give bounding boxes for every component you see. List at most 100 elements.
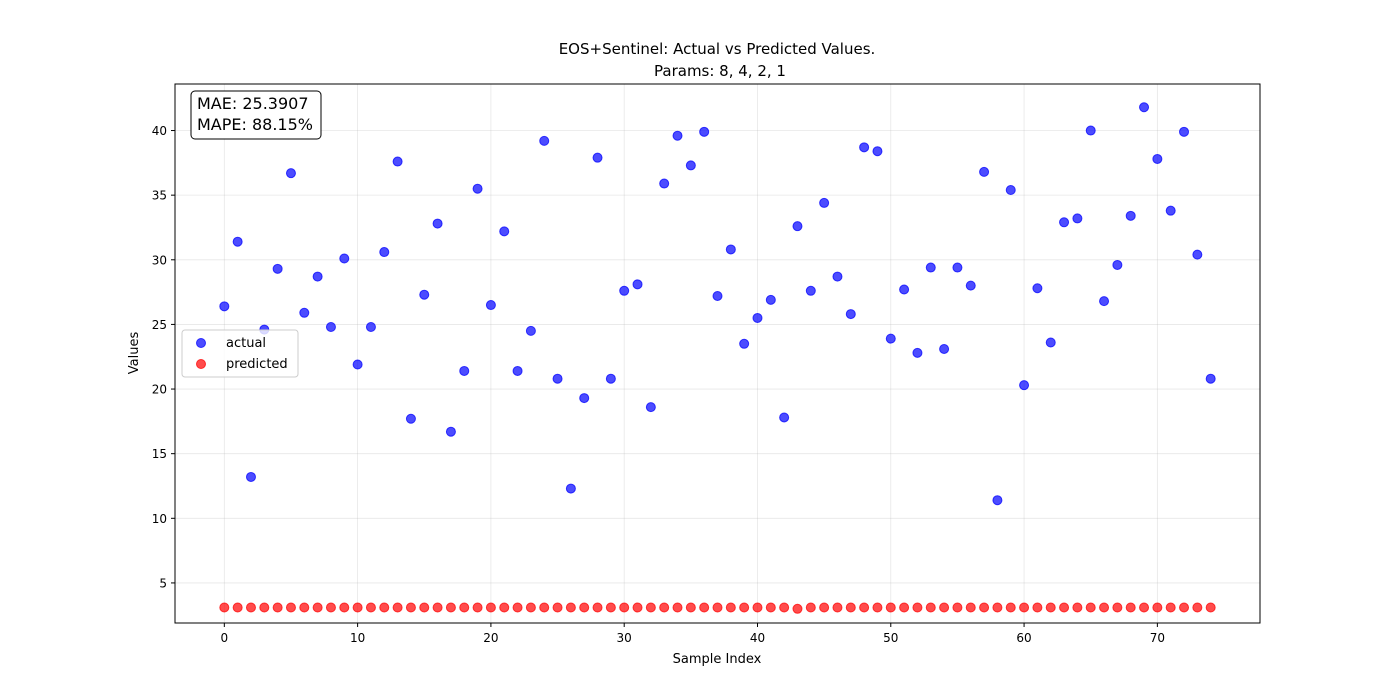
predicted-point [605, 602, 616, 613]
predicted-point [859, 602, 870, 613]
predicted-point [1032, 602, 1043, 613]
actual-point [765, 294, 776, 305]
actual-point [339, 253, 350, 264]
actual-point [712, 290, 723, 301]
predicted-point [1085, 602, 1096, 613]
legend-label-predicted: predicted [226, 357, 288, 372]
actual-point [1032, 283, 1043, 294]
actual-point [525, 325, 536, 336]
actual-point [539, 135, 550, 146]
actual-point [885, 333, 896, 344]
predicted-point [845, 602, 856, 613]
actual-point [859, 142, 870, 153]
predicted-point [1152, 602, 1163, 613]
actual-point [472, 183, 483, 194]
predicted-point [619, 602, 630, 613]
grid [175, 84, 1260, 623]
actual-point [912, 347, 923, 358]
actual-point [619, 285, 630, 296]
y-tick-label: 15 [152, 447, 167, 461]
x-axis-label: Sample Index [673, 652, 762, 667]
actual-point [992, 495, 1003, 506]
predicted-point [739, 602, 750, 613]
actual-point [805, 285, 816, 296]
y-tick-label: 20 [152, 383, 167, 397]
predicted-point [245, 602, 256, 613]
predicted-point [1205, 602, 1216, 613]
actual-point [485, 300, 496, 311]
predicted-point [1099, 602, 1110, 613]
actual-point [725, 244, 736, 255]
actual-point [245, 471, 256, 482]
actual-point [1085, 125, 1096, 136]
actual-point [672, 130, 683, 141]
predicted-point [952, 602, 963, 613]
predicted-point [1019, 602, 1030, 613]
predicted-point [992, 602, 1003, 613]
actual-point [1005, 184, 1016, 195]
predicted-point [472, 602, 483, 613]
actual-point [1059, 217, 1070, 228]
actual-point [365, 322, 376, 333]
actual-point [1205, 373, 1216, 384]
predicted-point [299, 602, 310, 613]
actual-point [579, 393, 590, 404]
data-points [219, 102, 1216, 614]
actual-point [285, 168, 296, 179]
predicted-point [485, 602, 496, 613]
predicted-point [339, 602, 350, 613]
y-tick-label: 25 [152, 318, 167, 332]
actual-point [979, 166, 990, 177]
x-tick-label: 40 [750, 631, 765, 645]
actual-point [1165, 205, 1176, 216]
predicted-point [1072, 602, 1083, 613]
x-tick-label: 50 [883, 631, 898, 645]
predicted-point [285, 602, 296, 613]
actual-point [592, 152, 603, 163]
actual-point [1152, 153, 1163, 164]
actual-point [872, 146, 883, 157]
y-tick-label: 35 [152, 189, 167, 203]
predicted-point [312, 602, 323, 613]
actual-point [965, 280, 976, 291]
predicted-point [432, 602, 443, 613]
actual-point [499, 226, 510, 237]
legend-label-actual: actual [226, 336, 266, 351]
actual-point [392, 156, 403, 167]
predicted-point [499, 602, 510, 613]
actual-point [1139, 102, 1150, 113]
actual-point [659, 178, 670, 189]
predicted-point [232, 602, 243, 613]
actual-point [752, 312, 763, 323]
axis-ticks: 0 10 20 30 40 50 60 70 5 10 15 20 25 30 35 40 [152, 124, 1165, 645]
predicted-point [792, 603, 803, 614]
predicted-point [725, 602, 736, 613]
predicted-point [392, 602, 403, 613]
legend: actual predicted [181, 329, 299, 378]
predicted-point [632, 602, 643, 613]
predicted-point [979, 602, 990, 613]
predicted-point [872, 602, 883, 613]
predicted-point [659, 602, 670, 613]
actual-point [232, 236, 243, 247]
predicted-point [259, 602, 270, 613]
chart-title: EOS+Sentinel: Actual vs Predicted Values… [559, 40, 876, 58]
actual-point [445, 426, 456, 437]
y-tick-label: 10 [152, 512, 167, 526]
actual-point [1072, 213, 1083, 224]
predicted-point [752, 602, 763, 613]
actual-point [405, 413, 416, 424]
predicted-point [899, 602, 910, 613]
actual-point [219, 301, 230, 312]
y-tick-label: 40 [152, 124, 167, 138]
predicted-point [712, 602, 723, 613]
actual-point [419, 289, 430, 300]
actual-point [1192, 249, 1203, 260]
actual-point [605, 373, 616, 384]
predicted-point [685, 602, 696, 613]
predicted-point [965, 602, 976, 613]
predicted-point [699, 602, 710, 613]
predicted-point [352, 602, 363, 613]
predicted-point [1005, 602, 1016, 613]
